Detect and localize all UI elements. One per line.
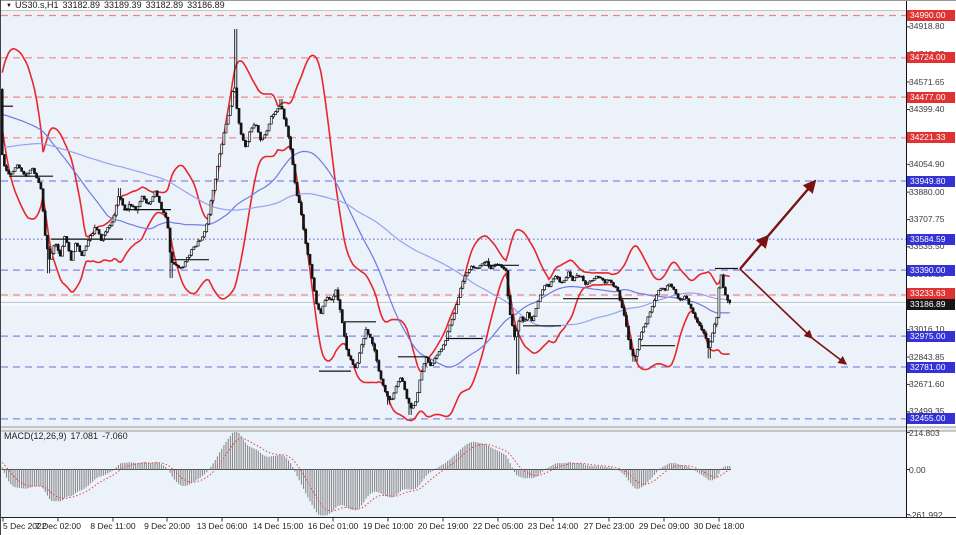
level-price-badge: 34477.00 (907, 91, 955, 103)
time-tick-label: 14 Dec 15:00 (252, 521, 304, 531)
level-price-badge: 33233.63 (907, 287, 955, 299)
ohlc-header: ▼ US30.s,H1 33182.89 33189.39 33182.89 33186.… (1, 0, 906, 11)
price-tick-label: 33707.75 (909, 214, 945, 224)
macd-axis-label: 214.803 (909, 428, 940, 439)
level-price-badge: 33390.00 (907, 264, 955, 276)
macd-indicator-label: MACD(12,26,9) 17.081 -7.060 (4, 431, 132, 441)
time-tick-label: 5 Dec 2022 (3, 521, 47, 531)
level-price-badge: 33584.59 (907, 233, 955, 245)
price-tick-label: 33535.50 (909, 241, 945, 252)
time-tick-label: 13 Dec 06:00 (196, 521, 248, 531)
time-tick-label: 20 Dec 19:00 (417, 521, 469, 531)
time-tick-label: 30 Dec 18:00 (693, 521, 745, 531)
macd-axis-label: -261.992 (909, 510, 943, 521)
time-tick-label: 22 Dec 05:00 (472, 521, 524, 531)
time-tick-label: 23 Dec 14:00 (527, 521, 579, 531)
level-price-badge: 32781.00 (907, 361, 955, 373)
macd-main-value: 17.081 (70, 431, 99, 441)
price-tick-label: 34054.90 (909, 158, 945, 169)
time-tick-label: 16 Dec 01:00 (307, 521, 359, 531)
time-tick-label: 27 Dec 23:00 (583, 521, 635, 531)
macd-axis-label: 0.00 (909, 465, 926, 475)
price-tick-label: 32843.85 (909, 351, 945, 362)
symbol-dropdown-icon[interactable]: ▼ (6, 3, 12, 9)
price-tick-label: 33880.00 (909, 186, 945, 197)
price-tick-label: 32499.35 (909, 406, 945, 417)
level-price-badge: 34990.00 (907, 10, 955, 21)
price-tick-label: 34918.80 (909, 21, 945, 32)
price-tick-label: 34571.65 (909, 76, 945, 87)
current-price-badge: 33186.89 (907, 299, 955, 311)
price-tick-label: 34399.40 (909, 104, 945, 114)
level-price-badge: 34221.33 (907, 132, 955, 144)
price-tick-label: 32671.60 (909, 378, 945, 389)
price-tick-label: 33016.10 (909, 324, 945, 335)
level-price-badge: 32975.00 (907, 330, 955, 342)
high-value: 33189.39 (104, 0, 142, 10)
level-price-badge: 33949.80 (907, 175, 955, 187)
close-value: 33186.89 (187, 0, 225, 10)
macd-signal-value: -7.060 (102, 431, 128, 441)
level-price-badge: 34724.00 (907, 52, 955, 64)
time-tick-label: 7 Dec 02:00 (35, 521, 81, 531)
level-price-badge: 32455.00 (907, 413, 955, 425)
time-tick-label: 19 Dec 10:00 (362, 521, 414, 531)
symbol-timeframe-label: US30.s,H1 (14, 0, 59, 10)
low-value: 33182.89 (145, 0, 184, 10)
open-value: 33182.89 (62, 0, 101, 10)
macd-name: MACD(12,26,9) (4, 431, 67, 441)
time-tick-label: 8 Dec 11:00 (90, 521, 136, 531)
time-tick-label: 29 Dec 09:00 (638, 521, 690, 531)
time-tick-label: 9 Dec 20:00 (144, 521, 190, 531)
